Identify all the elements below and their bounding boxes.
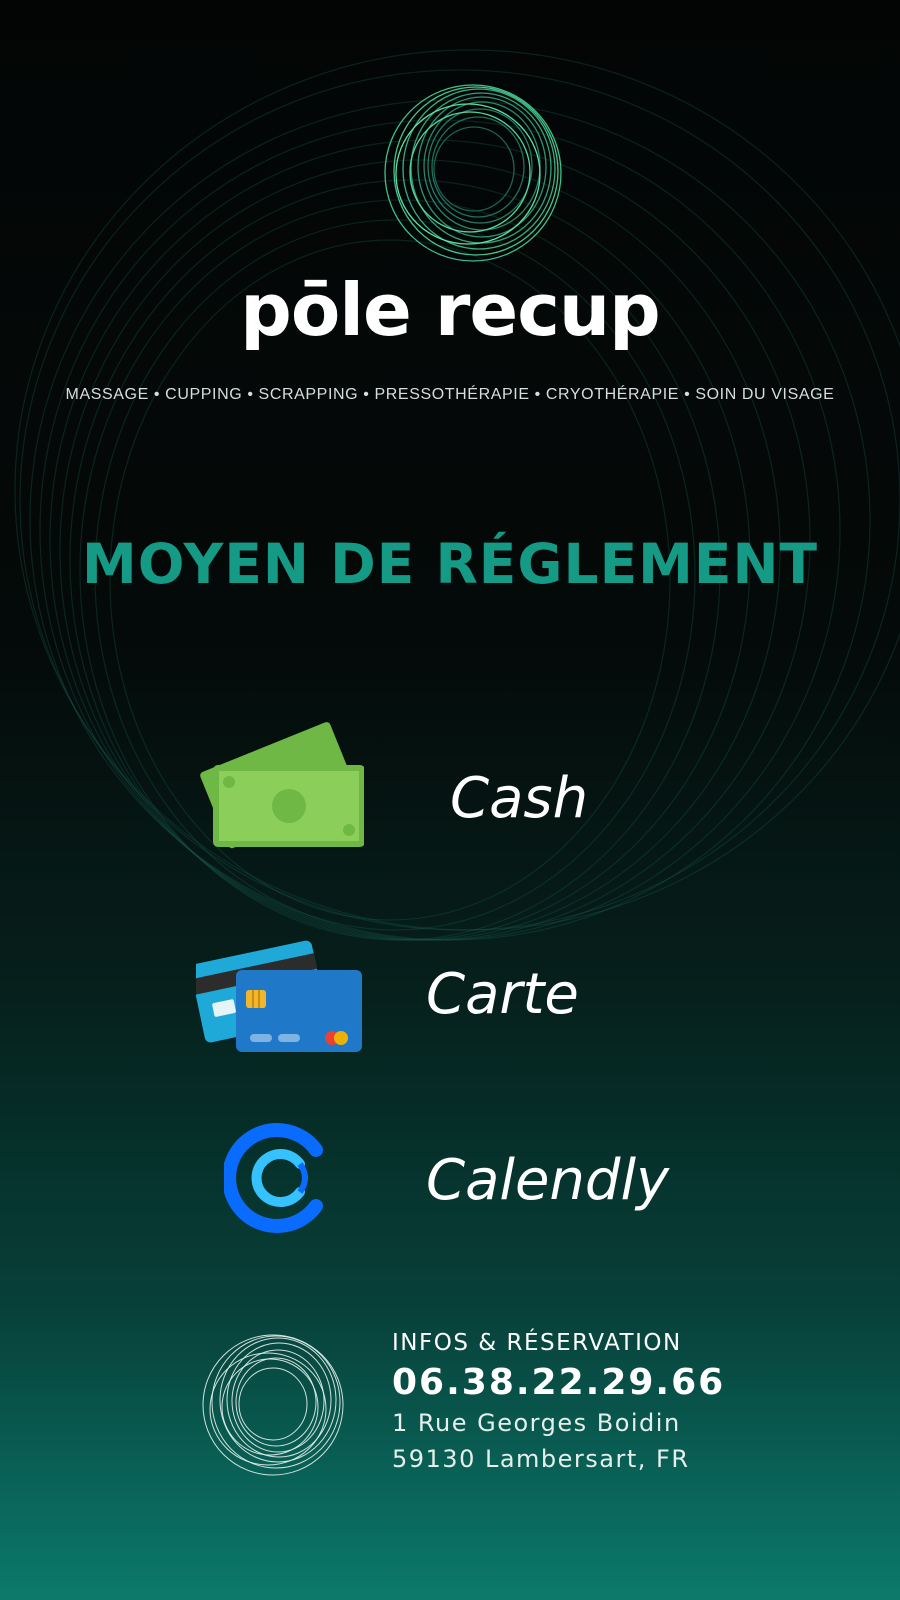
contact-heading: INFOS & RÉSERVATION: [392, 1330, 682, 1356]
services-tagline: MASSAGE • CUPPING • SCRAPPING • PRESSOTH…: [65, 386, 835, 403]
contact-block: INFOS & RÉSERVATION 06.38.22.29.66 1 Rue…: [392, 1330, 725, 1481]
payment-label-calendly: Calendly: [426, 1148, 670, 1213]
payment-label-carte: Carte: [426, 962, 579, 1027]
footer-logo-swirl-icon: [202, 1334, 344, 1476]
section-title: MOYEN DE RÉGLEMENT: [81, 532, 818, 596]
address-line-1: 1 Rue Georges Boidin: [392, 1409, 681, 1437]
calendly-icon: [224, 1123, 323, 1233]
brand-name: pōle recup: [240, 268, 660, 352]
credit-card-icon: [196, 940, 362, 1052]
payment-label-cash: Cash: [450, 766, 589, 831]
address-line-2: 59130 Lambersart, FR: [392, 1445, 690, 1473]
logo-swirl-icon: [384, 84, 562, 262]
contact-phone[interactable]: 06.38.22.29.66: [392, 1362, 726, 1403]
cash-icon: [200, 722, 364, 849]
